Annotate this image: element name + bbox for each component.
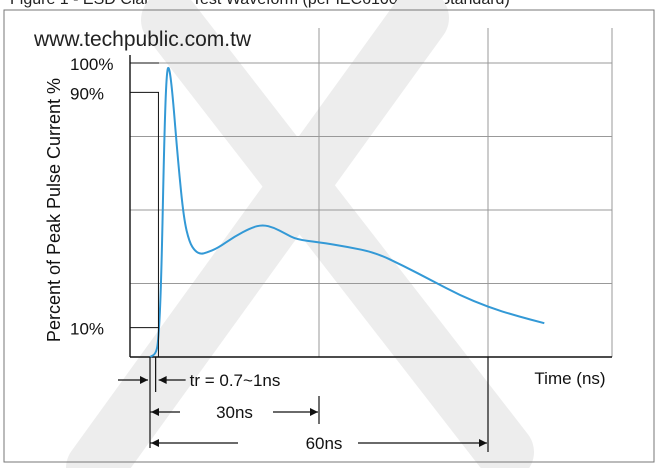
tr-label: tr = 0.7~1ns (190, 371, 281, 390)
ns60-label: 60ns (306, 434, 343, 453)
y-tick-label-0: 100% (70, 55, 113, 74)
cutoff-header-text: Figure 1 - ESD Clamping Test Waveform (p… (10, 0, 510, 9)
ns30-label: 30ns (216, 403, 253, 422)
y-tick-label-2: 10% (70, 320, 104, 339)
series-layer (149, 66, 545, 358)
y-tick-label-1: 90% (70, 84, 104, 103)
tr-arrowhead-left (140, 376, 148, 384)
ns30-arrowhead-right (310, 408, 318, 416)
watermark-stroke-1 (66, 0, 449, 473)
x-axis-label: Time (ns) (534, 369, 605, 388)
watermark-shapes (66, 0, 534, 473)
series-line-0 (149, 66, 545, 358)
outer-border (3, 9, 655, 463)
ns60-arrowhead-left (151, 439, 159, 447)
axes (129, 55, 612, 358)
annotations: tr = 0.7~1ns 30ns 60ns (118, 357, 489, 453)
tick-labels: 100% 90% 10% (70, 55, 160, 357)
cutoff-header: Figure 1 - ESD Clamping Test Waveform (p… (0, 0, 658, 10)
tr-arrowhead-right (158, 376, 167, 384)
ns60-arrowhead-right (479, 439, 487, 447)
watermark-text: www.techpublic.com.tw (34, 28, 252, 51)
watermark-stroke-2 (141, 0, 534, 473)
ns30-arrowhead-left (151, 408, 159, 416)
y-axis-label: Percent of Peak Pulse Current % (44, 78, 64, 342)
